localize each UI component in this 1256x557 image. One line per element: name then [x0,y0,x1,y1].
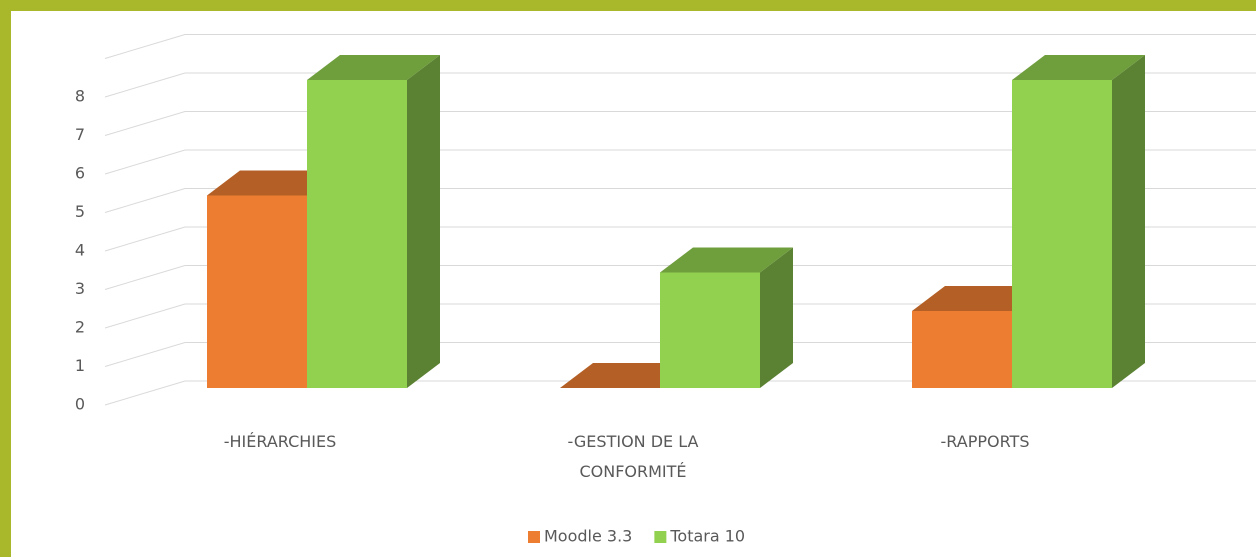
legend-swatch [528,531,540,543]
y-tick-label: 6 [75,164,85,183]
x-tick-label: -GESTION DE LA CONFORMITÉ [567,432,699,481]
y-tick-label: 8 [75,87,85,106]
bar-front [207,195,307,388]
bar-front [1012,80,1112,388]
bar [307,55,440,388]
bar-top [912,286,1045,311]
grid-line [104,303,1256,329]
bar [660,247,793,388]
chart-area: 0 1 2 3 4 5 6 7 8 Moodle 3.3 Totara 10 -HIÉRARCHIE… [11,11,1256,557]
bar-front [660,272,760,388]
y-tick-label: 4 [75,241,85,260]
y-tick-label: 5 [75,202,85,221]
bar-side [760,247,793,388]
grid-line [104,72,1256,98]
bar-top [1012,55,1145,80]
y-tick-label: 0 [75,395,85,414]
legend-label: Moodle 3.3 [544,527,632,546]
legend-swatch [654,531,667,543]
x-tick-label: -HIÉRARCHIES [223,432,337,451]
grid-line [104,342,1256,367]
chart: 0 1 2 3 4 5 6 7 8 Moodle 3.3 Totara 10 [75,34,1256,546]
bar-top [307,55,440,80]
bar-side [1112,55,1145,388]
grid-line [104,265,1256,290]
y-tick-label: 7 [75,125,85,144]
bar-side [407,55,440,388]
grid-line [104,149,1256,175]
wall-top [104,34,1256,59]
bar-top [560,363,693,388]
y-tick-label: 3 [75,279,85,298]
y-tick-label: 1 [75,356,85,375]
grid-line [104,226,1256,252]
grid-line [104,111,1256,136]
x-tick-label: -RAPPORTS [940,432,1030,451]
bar [560,363,693,388]
grid-line [104,188,1256,213]
bar-top [660,247,793,273]
bar-top [207,170,340,196]
bar-front [307,80,407,388]
bar [1012,55,1145,388]
bar-front [912,311,1012,388]
legend-label: Totara 10 [669,527,745,546]
y-tick-label: 2 [75,318,85,337]
grid-line [104,380,1256,406]
